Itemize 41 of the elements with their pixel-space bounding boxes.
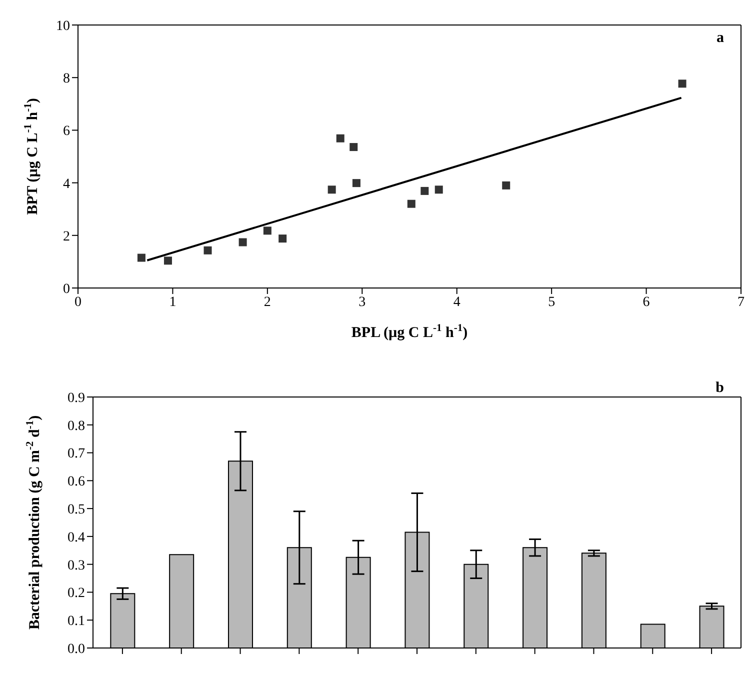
x-tick-label: 1 [169, 294, 176, 310]
point [352, 179, 360, 188]
x-tick-label: 4 [453, 294, 460, 310]
point [263, 226, 272, 235]
y-tick-label: 6 [63, 124, 70, 140]
annotation: a [716, 30, 724, 46]
x-tick-label: 2 [264, 294, 271, 310]
point [137, 254, 146, 262]
point [204, 246, 212, 254]
x-tick-label: 7 [738, 294, 744, 310]
point [164, 256, 172, 265]
point [328, 186, 336, 194]
x-tick-label: 5 [548, 294, 556, 310]
point [434, 186, 443, 194]
y-tick-label: 0.7 [68, 446, 85, 462]
point [420, 186, 429, 195]
point [502, 181, 510, 190]
y-tick-label: 0.3 [68, 558, 85, 574]
y-tick-label: 0.5 [68, 502, 85, 518]
text: b [716, 380, 724, 396]
x-tick-label: 6 [642, 294, 650, 310]
y-tick-label: 10 [56, 18, 70, 34]
y-tick-label: 0.6 [68, 474, 85, 490]
point [238, 238, 247, 246]
point [278, 234, 287, 243]
y-tick-label: 0.9 [68, 390, 85, 406]
y-tick-label: 8 [63, 72, 70, 87]
point [407, 200, 416, 208]
x-tick-label: 3 [358, 294, 366, 310]
y-tick-label: 0.2 [68, 586, 85, 602]
y-tick-label: 0.0 [68, 642, 85, 657]
y-tick-label: 2 [63, 229, 70, 244]
point [350, 143, 358, 152]
y-tick-label: 0.4 [68, 530, 85, 546]
x-axis-title: BPL (µg C L$^{-1}$ h$^{-1}$) [351, 322, 468, 342]
point [678, 80, 686, 88]
y-tick-label: 0.8 [68, 418, 85, 434]
y-tick-label: 0.1 [68, 614, 85, 630]
point [336, 134, 344, 142]
y-tick-label: 4 [63, 176, 70, 192]
y-tick-label: 0 [63, 282, 70, 297]
